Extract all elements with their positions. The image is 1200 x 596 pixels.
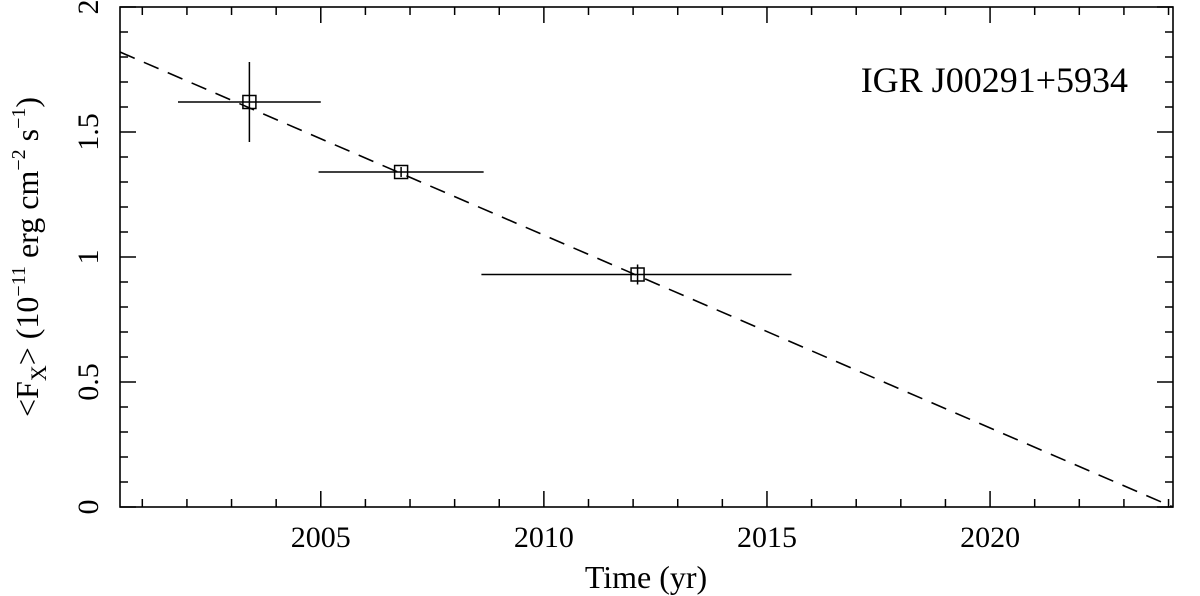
y-title-mid3: s <box>9 129 45 149</box>
annotation-label: IGR J00291+5934 <box>861 60 1128 100</box>
y-tick-label: 0 <box>72 500 105 515</box>
x-tick-label: 2015 <box>737 521 797 554</box>
y-tick-label: 1 <box>72 250 105 265</box>
data-point <box>318 164 484 180</box>
y-title-mid2: erg cm <box>9 171 45 266</box>
data-point <box>178 62 321 142</box>
point-marker <box>393 164 409 180</box>
x-axis-title: Time (yr) <box>585 559 707 595</box>
y-title-prefix: <F <box>9 381 45 417</box>
y-title-mid: > (10 <box>9 297 45 366</box>
y-title-suffix: ) <box>9 97 45 108</box>
point-marker <box>242 94 257 110</box>
axis-ticks <box>120 6 1173 508</box>
data-points <box>178 62 792 285</box>
point-marker <box>630 267 645 282</box>
y-tick-label: 0.5 <box>72 363 105 401</box>
y-axis-title: <FX> (10−11 erg cm−2 s−1) <box>8 97 51 417</box>
y-title-sup2: −2 <box>8 149 30 170</box>
y-tick-label: 1.5 <box>72 113 105 151</box>
x-tick-label: 2010 <box>514 521 574 554</box>
data-point <box>481 264 792 285</box>
tick-labels: 2005 2010 2015 2020 0 0.5 1 1.5 2 <box>72 0 1020 554</box>
y-title-sub: X <box>26 365 51 381</box>
x-tick-label: 2005 <box>291 521 351 554</box>
fit-line <box>119 51 1174 508</box>
x-tick-label: 2020 <box>960 521 1020 554</box>
y-title-sup1: −11 <box>8 266 30 297</box>
y-tick-label: 2 <box>72 0 105 15</box>
y-title-sup3: −1 <box>8 108 30 129</box>
fit-line-group <box>119 51 1174 508</box>
